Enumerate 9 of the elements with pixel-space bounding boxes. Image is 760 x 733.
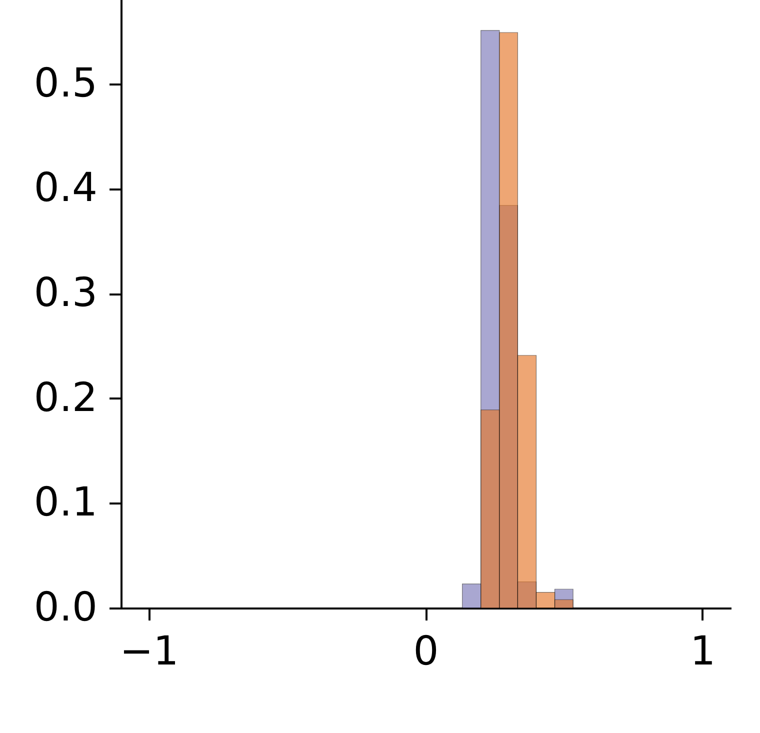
y-tick-label: 0.5: [34, 60, 98, 106]
y-tick-label: 0.4: [34, 165, 98, 212]
y-tick-label: 0.2: [34, 374, 98, 421]
x-tick-label: 1: [690, 628, 716, 674]
x-tick-label: 0: [413, 628, 439, 674]
y-tick-label: 0.3: [34, 270, 98, 316]
y-tick-label: 0.0: [34, 584, 98, 630]
y-tick-label: 0.1: [34, 480, 98, 526]
x-tick-label: −1: [120, 628, 179, 674]
